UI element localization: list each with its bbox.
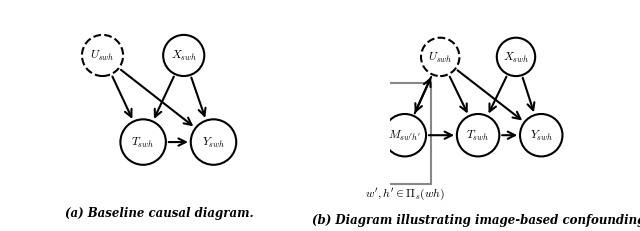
Circle shape bbox=[383, 115, 426, 157]
Text: $X_{swh}$: $X_{swh}$ bbox=[171, 49, 197, 63]
Circle shape bbox=[520, 115, 563, 157]
Circle shape bbox=[120, 120, 166, 165]
Text: $Y_{swh}$: $Y_{swh}$ bbox=[202, 135, 225, 149]
Text: $T_{swh}$: $T_{swh}$ bbox=[131, 135, 155, 149]
Circle shape bbox=[457, 115, 499, 157]
Text: $U_{swh}$: $U_{swh}$ bbox=[428, 51, 452, 65]
Text: (a) Baseline causal diagram.: (a) Baseline causal diagram. bbox=[65, 206, 253, 219]
Text: (b) Diagram illustrating image-based confounding.: (b) Diagram illustrating image-based con… bbox=[312, 213, 640, 226]
Circle shape bbox=[191, 120, 236, 165]
Text: $w', h' \in \Pi_s(wh)$: $w', h' \in \Pi_s(wh)$ bbox=[365, 185, 445, 201]
FancyBboxPatch shape bbox=[381, 84, 431, 184]
Text: $M_{sw'h'}$: $M_{sw'h'}$ bbox=[388, 129, 421, 143]
Text: $Y_{swh}$: $Y_{swh}$ bbox=[530, 129, 553, 143]
Circle shape bbox=[82, 36, 123, 77]
Text: $T_{swh}$: $T_{swh}$ bbox=[467, 129, 490, 143]
Circle shape bbox=[421, 39, 460, 77]
Text: $U_{swh}$: $U_{swh}$ bbox=[90, 49, 115, 63]
Circle shape bbox=[497, 39, 535, 77]
Circle shape bbox=[163, 36, 204, 77]
Text: $X_{swh}$: $X_{swh}$ bbox=[503, 51, 529, 65]
